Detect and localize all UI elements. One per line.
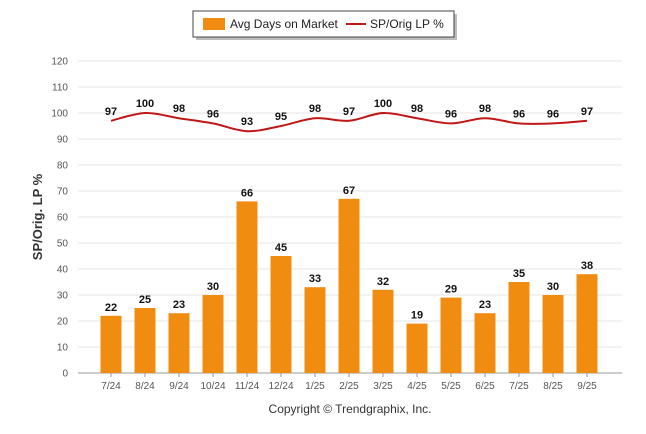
legend-swatch-bar — [203, 18, 225, 30]
x-axis-ticks: 7/24 8/24 9/24 10/24 11/24 12/24 1/25 2/25 3/25 4… — [101, 373, 597, 392]
bar — [542, 295, 564, 373]
x-tick-label: 4/25 — [407, 381, 427, 392]
bar-data-label: 32 — [377, 276, 389, 288]
bar — [202, 295, 224, 373]
legend-label-line: SP/Orig LP % — [370, 17, 444, 31]
y-tick-label: 60 — [57, 213, 69, 224]
bar-data-label: 30 — [207, 281, 219, 293]
y-tick-label: 30 — [57, 291, 69, 302]
bar-data-label: 29 — [445, 284, 457, 296]
line-data-label: 100 — [136, 98, 154, 110]
line-data-label: 96 — [513, 108, 525, 120]
line-data-label: 98 — [479, 103, 491, 115]
bar-data-label: 22 — [105, 302, 117, 314]
x-tick-label: 8/25 — [543, 381, 563, 392]
x-tick-label: 11/24 — [235, 381, 260, 392]
bar-data-label: 33 — [309, 273, 321, 285]
line-data-label: 96 — [445, 108, 457, 120]
bar-data-label: 23 — [173, 299, 185, 311]
line-data-label: 100 — [374, 98, 392, 110]
x-tick-label: 6/25 — [475, 381, 495, 392]
y-tick-label: 80 — [57, 161, 69, 172]
line-data-label: 96 — [207, 108, 219, 120]
bar-series — [100, 198, 598, 373]
bar-data-label: 25 — [139, 294, 151, 306]
x-tick-label: 5/25 — [441, 381, 461, 392]
bar — [134, 308, 156, 373]
line-data-label: 97 — [343, 106, 355, 118]
x-tick-label: 1/25 — [305, 381, 325, 392]
bar — [338, 198, 360, 373]
bar — [440, 297, 462, 373]
legend: Avg Days on Market SP/Orig LP % — [192, 10, 457, 40]
line-data-label: 95 — [275, 111, 287, 123]
y-tick-label: 90 — [57, 135, 69, 146]
x-tick-label: 7/25 — [509, 381, 529, 392]
legend-label-bar: Avg Days on Market — [230, 17, 338, 31]
bar — [100, 315, 122, 373]
bar-data-label: 30 — [547, 281, 559, 293]
bar — [406, 323, 428, 373]
bar — [508, 282, 530, 373]
bar-data-label: 23 — [479, 299, 491, 311]
x-tick-label: 9/25 — [577, 381, 597, 392]
bar — [168, 313, 190, 373]
copyright-footer: Copyright © Trendgraphix, Inc. — [269, 402, 432, 416]
x-tick-label: 7/24 — [101, 381, 121, 392]
x-tick-label: 12/24 — [268, 381, 293, 392]
bar — [474, 313, 496, 373]
y-tick-label: 100 — [51, 109, 68, 120]
x-tick-label: 10/24 — [200, 381, 225, 392]
bar-data-label: 45 — [275, 242, 287, 254]
bar — [236, 201, 258, 373]
bar — [372, 289, 394, 373]
line-data-labels: 97 100 98 96 93 95 98 97 100 98 96 98 96 96 97 — [105, 98, 593, 128]
bar-data-label: 67 — [343, 185, 355, 197]
y-axis-title: SP/Orig. LP % — [30, 173, 45, 260]
bar — [576, 274, 598, 373]
bar-data-label: 35 — [513, 268, 525, 280]
x-tick-label: 3/25 — [373, 381, 393, 392]
y-tick-label: 70 — [57, 187, 69, 198]
line-data-label: 97 — [581, 106, 593, 118]
bar-data-labels: 22 25 23 30 66 45 33 67 32 19 29 23 35 30 38 — [105, 185, 593, 322]
line-series — [110, 111, 588, 133]
x-tick-label: 9/24 — [169, 381, 189, 392]
y-tick-label: 0 — [62, 369, 68, 380]
y-tick-label: 20 — [57, 317, 69, 328]
x-tick-label: 8/24 — [135, 381, 155, 392]
line-data-label: 98 — [411, 103, 423, 115]
bar-data-label: 66 — [241, 187, 253, 199]
line-data-label: 97 — [105, 106, 117, 118]
legend-box — [192, 10, 455, 38]
bar-data-label: 38 — [581, 260, 593, 272]
y-tick-label: 50 — [57, 239, 69, 250]
y-tick-label: 10 — [57, 343, 69, 354]
bar-data-label: 19 — [411, 310, 423, 322]
y-tick-label: 40 — [57, 265, 69, 276]
line-data-label: 98 — [173, 103, 185, 115]
y-tick-label: 110 — [52, 83, 68, 94]
bar — [270, 256, 292, 373]
line-data-label: 96 — [547, 108, 559, 120]
x-tick-label: 2/25 — [339, 381, 359, 392]
y-tick-label: 120 — [51, 57, 68, 68]
line-data-label: 93 — [241, 116, 253, 128]
bar — [304, 287, 326, 373]
line-data-label: 98 — [309, 103, 321, 115]
line-path — [110, 111, 588, 133]
y-axis-ticks: 0 10 20 30 40 50 60 70 80 90 100 110 120 — [51, 57, 68, 380]
